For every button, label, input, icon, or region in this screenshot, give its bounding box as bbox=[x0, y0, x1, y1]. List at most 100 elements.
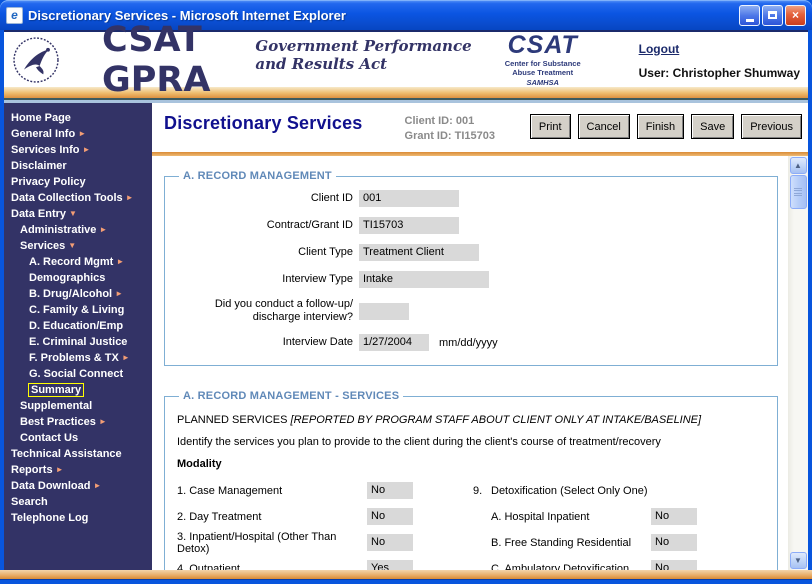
sidebar-item-label: Contact Us bbox=[20, 432, 79, 444]
interview-type-field[interactable]: Intake bbox=[359, 271, 489, 288]
sidebar-item-problems-tx[interactable]: F. Problems & TX ► bbox=[11, 350, 152, 366]
maximize-icon bbox=[768, 11, 777, 19]
free-standing-residential-label: B. Free Standing Residential bbox=[491, 536, 632, 549]
inpatient-hospital-value[interactable]: No bbox=[367, 534, 413, 551]
services-instruction: Identify the services you plan to provid… bbox=[177, 436, 661, 448]
triangle-right-icon: ► bbox=[115, 289, 124, 298]
logout-link[interactable]: Logout bbox=[638, 41, 680, 56]
bottom-divider bbox=[0, 570, 812, 579]
free-standing-residential-value[interactable]: No bbox=[651, 534, 697, 551]
followup-interview-field[interactable] bbox=[359, 302, 409, 320]
maximize-button[interactable] bbox=[762, 4, 783, 26]
sidebar-item-best-practices[interactable]: Best Practices ► bbox=[11, 414, 152, 430]
finish-button[interactable]: Finish bbox=[636, 114, 685, 139]
scroll-down-icon: ▼ bbox=[794, 556, 802, 565]
sidebar-item-search[interactable]: Search bbox=[11, 494, 152, 510]
sidebar-item-general-info[interactable]: General Info ► bbox=[11, 126, 152, 142]
sidebar-item-disclaimer[interactable]: Disclaimer bbox=[11, 158, 152, 174]
sidebar-item-label: Data Download bbox=[11, 480, 91, 492]
sidebar-item-label: Search bbox=[11, 496, 48, 508]
sidebar-item-services[interactable]: Services ▼ bbox=[11, 238, 152, 254]
hospital-inpatient-label: A. Hospital Inpatient bbox=[491, 510, 590, 523]
triangle-right-icon: ► bbox=[116, 257, 125, 266]
scroll-up-button[interactable]: ▲ bbox=[789, 157, 807, 174]
sidebar-item-data-entry[interactable]: Data Entry ▼ bbox=[11, 206, 152, 222]
scrollbar-grip bbox=[794, 186, 802, 198]
outpatient-value[interactable]: Yes bbox=[367, 560, 413, 570]
content-divider bbox=[152, 152, 808, 156]
triangle-right-icon: ► bbox=[93, 481, 102, 490]
sidebar-item-label: Services Info bbox=[11, 144, 80, 156]
sidebar-item-telephone-log[interactable]: Telephone Log bbox=[11, 510, 152, 526]
scroll-down-button[interactable]: ▼ bbox=[789, 552, 807, 569]
print-button[interactable]: Print bbox=[529, 114, 571, 139]
save-button[interactable]: Save bbox=[691, 114, 735, 139]
sidebar-item-data-collection-tools[interactable]: Data Collection Tools ► bbox=[11, 190, 152, 206]
vertical-scrollbar[interactable]: ▲ ▼ bbox=[788, 156, 808, 570]
sidebar-item-contact-us[interactable]: Contact Us bbox=[11, 430, 152, 446]
sidebar-item-label: F. Problems & TX bbox=[29, 352, 119, 364]
record-management-section: A. RECORD MANAGEMENT Client ID 001 Contr… bbox=[164, 170, 778, 366]
sidebar-item-label: Reports bbox=[11, 464, 53, 476]
detoxification-label: Detoxification (Select Only One) bbox=[491, 484, 648, 497]
case-management-value[interactable]: No bbox=[367, 482, 413, 499]
client-type-field-label: Client Type bbox=[298, 246, 353, 258]
minimize-button[interactable] bbox=[739, 4, 760, 26]
triangle-right-icon: ► bbox=[121, 353, 130, 362]
csat-logo: CSAT Center for Substance Abuse Treatmen… bbox=[505, 32, 581, 87]
sidebar-item-technical-assistance[interactable]: Technical Assistance bbox=[11, 446, 152, 462]
sidebar-item-label: Data Entry bbox=[11, 208, 67, 220]
sidebar-item-demographics[interactable]: Demographics bbox=[11, 270, 152, 286]
sidebar-item-label: Best Practices bbox=[20, 416, 96, 428]
cancel-button[interactable]: Cancel bbox=[577, 114, 630, 139]
ambulatory-detoxification-value[interactable]: No bbox=[651, 560, 697, 570]
client-id-field[interactable]: 001 bbox=[359, 190, 459, 207]
sidebar-item-label: Administrative bbox=[20, 224, 97, 236]
sidebar-item-services-info[interactable]: Services Info ► bbox=[11, 142, 152, 158]
sidebar-item-social-connect[interactable]: G. Social Connect bbox=[11, 366, 152, 382]
sidebar-item-reports[interactable]: Reports ► bbox=[11, 462, 152, 478]
planned-services-note: [REPORTED BY PROGRAM STAFF ABOUT CLIENT … bbox=[290, 414, 702, 426]
detoxification-number: 9. bbox=[473, 484, 483, 497]
header-divider-line bbox=[4, 98, 808, 100]
scrollbar-thumb[interactable] bbox=[789, 175, 807, 209]
sidebar-item-family-living[interactable]: C. Family & Living bbox=[11, 302, 152, 318]
triangle-down-icon: ▼ bbox=[69, 209, 77, 218]
sidebar-item-label: Home Page bbox=[11, 112, 71, 124]
sidebar-item-label: E. Criminal Justice bbox=[29, 336, 128, 348]
sidebar-item-administrative[interactable]: Administrative ► bbox=[11, 222, 152, 238]
app-banner: CSAT GPRA Government Performance and Res… bbox=[4, 20, 808, 100]
sidebar-item-drug-alcohol[interactable]: B. Drug/Alcohol ► bbox=[11, 286, 152, 302]
sidebar-item-home-page[interactable]: Home Page bbox=[11, 110, 152, 126]
close-button[interactable]: × bbox=[785, 4, 806, 26]
scroll-up-icon: ▲ bbox=[794, 161, 802, 170]
interview-date-field[interactable]: 1/27/2004 bbox=[359, 334, 429, 351]
sidebar-item-education-emp[interactable]: D. Education/Emp bbox=[11, 318, 152, 334]
sidebar-item-summary[interactable]: Summary bbox=[11, 382, 152, 398]
planned-services-label: PLANNED SERVICES bbox=[177, 414, 291, 426]
day-treatment-value[interactable]: No bbox=[367, 508, 413, 525]
day-treatment-label: 2. Day Treatment bbox=[177, 510, 262, 523]
record-management-services-section: A. RECORD MANAGEMENT - SERVICES PLANNED … bbox=[164, 390, 778, 570]
sidebar-item-record-mgmt[interactable]: A. Record Mgmt ► bbox=[11, 254, 152, 270]
case-management-label: 1. Case Management bbox=[177, 484, 283, 497]
sidebar-item-supplemental[interactable]: Supplemental bbox=[11, 398, 152, 414]
minimize-icon bbox=[745, 18, 754, 22]
sidebar-nav: Home Page General Info ► Services Info ► D… bbox=[4, 103, 152, 570]
sidebar-item-data-download[interactable]: Data Download ► bbox=[11, 478, 152, 494]
sidebar-item-criminal-justice[interactable]: E. Criminal Justice bbox=[11, 334, 152, 350]
previous-button[interactable]: Previous bbox=[741, 114, 802, 139]
sidebar-item-label: Supplemental bbox=[20, 400, 93, 412]
hospital-inpatient-value[interactable]: No bbox=[651, 508, 697, 525]
sidebar-item-label: B. Drug/Alcohol bbox=[29, 288, 113, 300]
contract-grant-id-field[interactable]: TI15703 bbox=[359, 217, 459, 234]
sidebar-item-label: Disclaimer bbox=[11, 160, 67, 172]
client-type-field[interactable]: Treatment Client bbox=[359, 244, 479, 261]
inpatient-hospital-label: 3. Inpatient/Hospital (Other Than Detox) bbox=[177, 530, 337, 555]
window-title: Discretionary Services - Microsoft Inter… bbox=[28, 7, 346, 23]
csat-logo-line3: Abuse Treatment bbox=[512, 68, 574, 78]
triangle-down-icon: ▼ bbox=[68, 241, 77, 250]
sidebar-item-label-selected: Summary bbox=[27, 383, 85, 397]
outpatient-label: 4. Outpatient bbox=[177, 562, 240, 571]
sidebar-item-privacy-policy[interactable]: Privacy Policy bbox=[11, 174, 152, 190]
